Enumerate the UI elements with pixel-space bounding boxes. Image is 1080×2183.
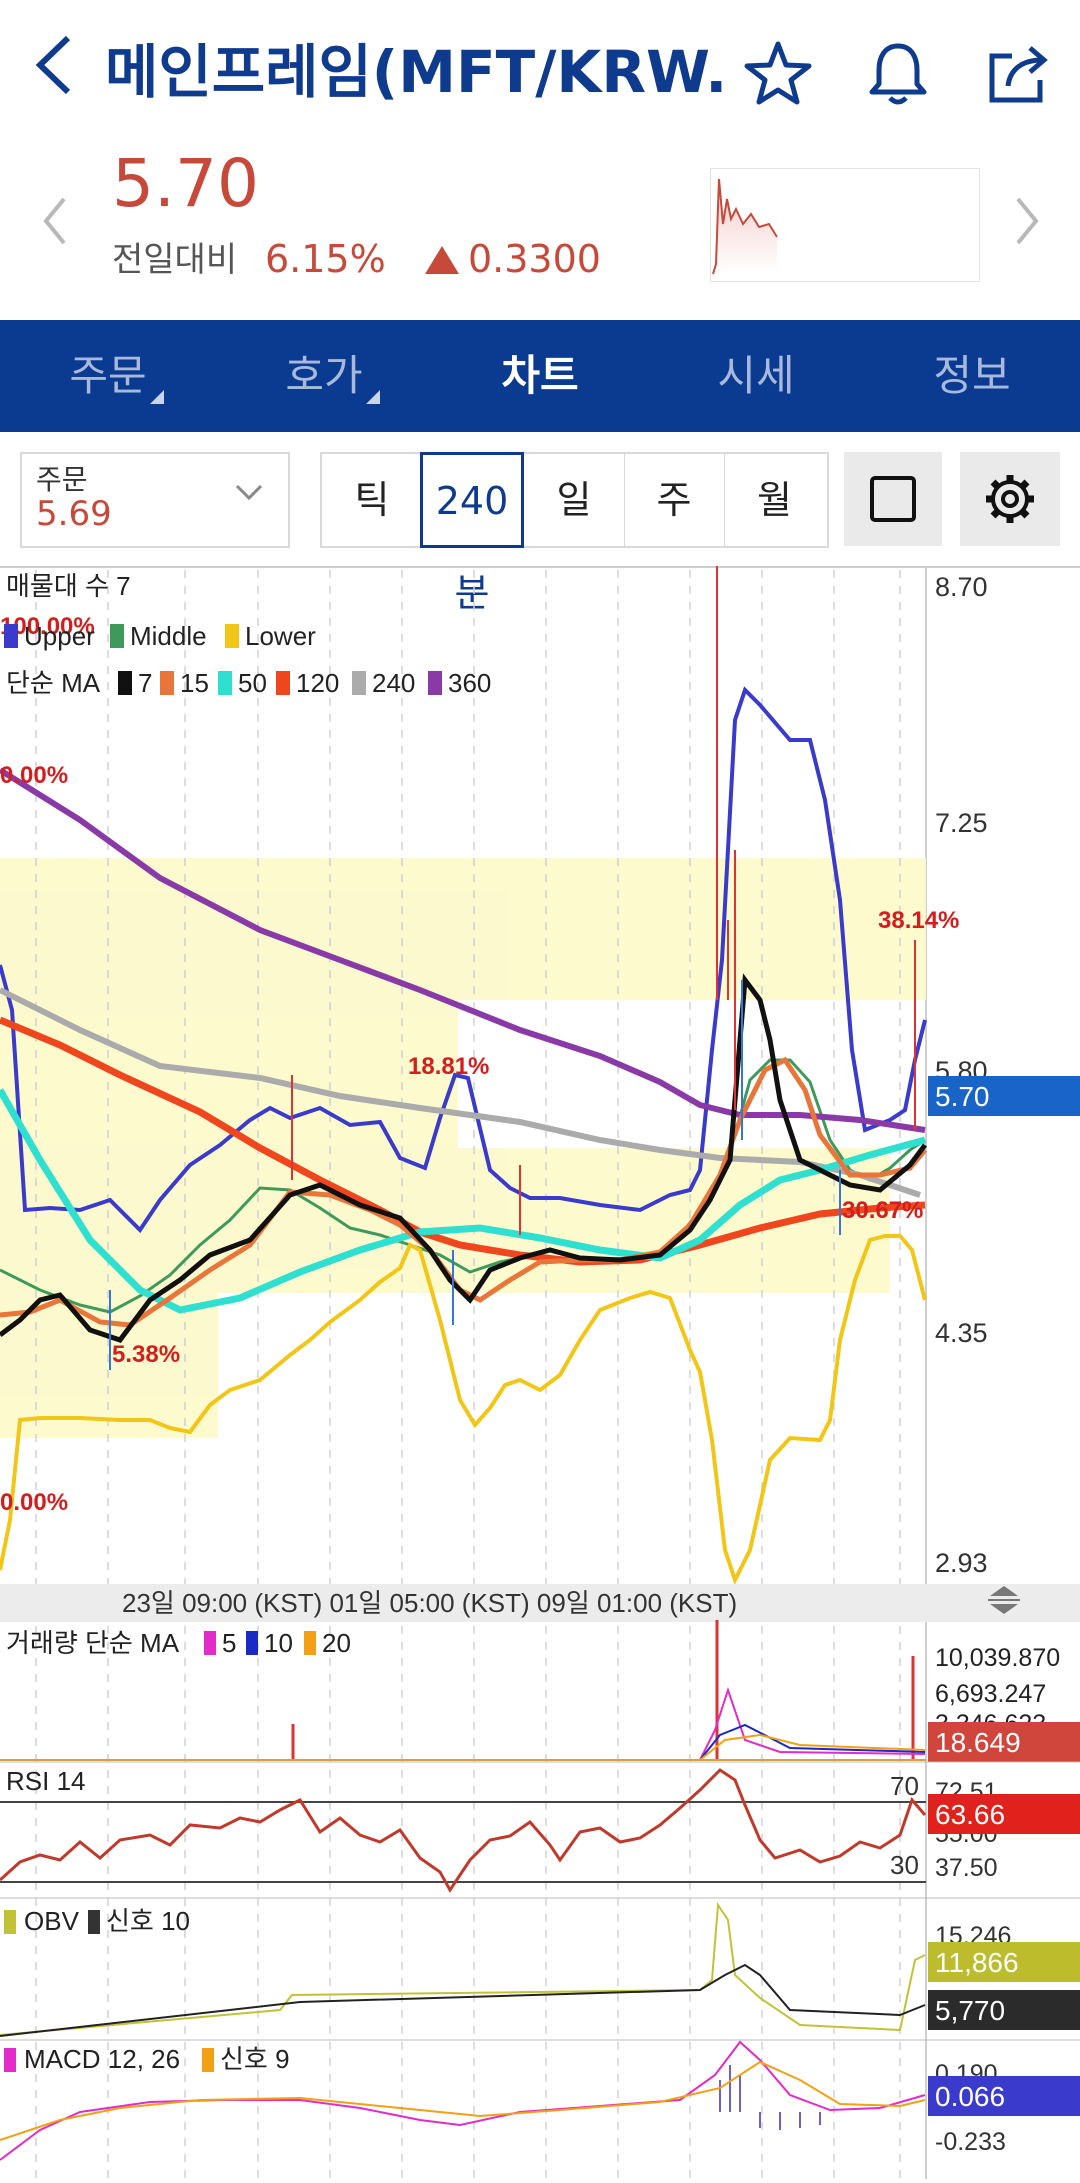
price-chart[interactable]: 10 0.00% 0.00% 18.81% 38.14% 30.67% 5.38%… [0,565,1080,2179]
bb-upper-line [0,686,927,1234]
obv-signal-legend: 신호 10 [106,1906,190,1936]
ma-legend-title: 단순 MA [6,668,101,698]
tab-orderbook[interactable]: 호가 [216,320,432,432]
pct-label: 0.00% [0,1489,68,1516]
period-selector: 틱 240분 일 주 월 [320,452,829,615]
bb-lower-line [0,1234,927,1586]
chevron-down-icon[interactable] [235,478,263,506]
legend-lower: Lower [245,621,316,651]
pct-label: 38.14% [878,907,959,934]
tab-info[interactable]: 정보 [933,351,1011,400]
time-axis: 23일 09:00 (KST) 01일 05:00 (KST) 09일 01:0… [122,1588,737,1618]
price-axis-tick: 8.70 [935,572,988,602]
order-label: 주문 [36,463,88,496]
legend-vol20: 20 [322,1628,351,1658]
macd-tag: 0.066 [935,2081,1005,2112]
next-item-icon[interactable] [1012,195,1042,260]
pct-label: 18.81% [408,1053,489,1080]
ma7-line [0,973,927,1343]
prev-day-label: 전일대비 [112,240,238,280]
up-triangle-icon [425,246,459,274]
rsi-level-high: 70 [890,1771,919,1801]
legend-vol5: 5 [222,1628,236,1658]
period-tick[interactable]: 틱 [322,454,423,546]
rsi-tag: 63.66 [935,1799,1005,1830]
legend-middle: Middle [130,621,207,651]
page-title: 메인프레임(MFT/KRW... [105,38,725,106]
ma50-line [0,1088,926,1314]
legend-ma240: 240 [372,668,415,698]
ma360-line [0,767,926,1133]
sparkline-chart [710,168,980,282]
period-day[interactable]: 일 [524,454,625,546]
bell-icon[interactable] [862,38,934,110]
volume-tag: 18.649 [935,1727,1021,1758]
price-axis-tick: 4.35 [935,1318,988,1348]
legend-ma7: 7 [138,668,152,698]
back-icon[interactable] [30,30,90,110]
price-axis-tick: 7.25 [935,808,988,838]
prev-item-icon[interactable] [40,195,70,260]
drawing-tool-button[interactable] [844,452,942,546]
legend-upper: Upper [24,621,95,651]
candles [291,566,916,1235]
price-axis-tick: 2.93 [935,1548,988,1578]
gear-icon[interactable] [960,452,1060,546]
change-amount: 0.3300 [468,237,601,281]
legend-vol10: 10 [264,1628,293,1658]
star-icon[interactable] [742,38,814,110]
tab-quotes[interactable]: 시세 [717,351,795,400]
volume-axis-tick: 10,039.870 [935,1644,1060,1672]
period-month[interactable]: 월 [757,478,792,522]
legend-ma120: 120 [296,668,339,698]
ma120-line [0,1016,926,1266]
period-240min[interactable]: 240분 [420,452,524,615]
tab-chart[interactable]: 차트 [501,351,579,400]
resize-handle-icon [988,1586,1020,1614]
share-icon[interactable] [982,38,1054,110]
tab-order[interactable]: 주문 [0,320,216,432]
main-tabs: 주문 호가 차트 시세 정보 [0,320,1080,432]
change-percent: 6.15% [265,237,386,281]
ma15-line [0,1056,927,1328]
macd-axis-tick: -0.233 [935,2128,1006,2156]
rsi-level-low: 30 [890,1850,919,1880]
rsi-legend: RSI 14 [6,1766,86,1796]
current-price: 5.70 [112,145,259,222]
obv-legend: OBV [24,1906,80,1936]
legend-ma360: 360 [448,668,491,698]
macd-legend: MACD 12, 26 [24,2044,180,2074]
obv-tag: 11,866 [935,1947,1019,1978]
app-header: 메인프레임(MFT/KRW... [0,0,1080,150]
rsi-line [0,1768,927,1893]
order-price-select[interactable] [20,452,290,548]
current-price-tag: 5.70 [935,1081,990,1112]
pct-label: 0.00% [0,762,68,789]
order-value: 5.69 [36,494,112,534]
volume-legend-title: 거래량 단순 MA [6,1628,180,1658]
rsi-axis-tick: 37.50 [935,1854,998,1882]
legend-ma15: 15 [180,668,209,698]
volume-axis-tick: 6,693.247 [935,1680,1046,1708]
volume-profile-legend: 매물대 수 7 [6,571,131,601]
macd-signal-legend: 신호 9 [220,2044,290,2074]
legend-ma50: 50 [238,668,267,698]
period-week[interactable]: 주 [624,454,725,546]
obv-signal-tag: 5,770 [935,1995,1005,2026]
pct-label: 30.67% [842,1197,923,1224]
pct-label: 5.38% [112,1341,180,1368]
